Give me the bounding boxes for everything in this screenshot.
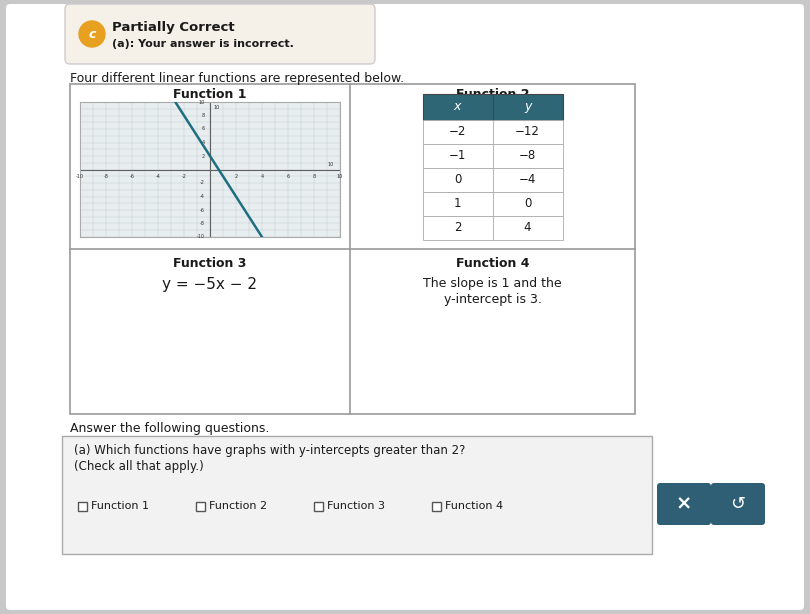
Text: -4: -4 <box>200 194 205 199</box>
Text: Partially Correct: Partially Correct <box>112 21 235 34</box>
Text: Four different linear functions are represented below.: Four different linear functions are repr… <box>70 72 404 85</box>
Bar <box>423 120 562 144</box>
Text: Function 2: Function 2 <box>456 88 529 101</box>
Text: 10: 10 <box>327 163 334 168</box>
Bar <box>196 502 205 511</box>
Text: ↺: ↺ <box>731 495 745 513</box>
Text: -6: -6 <box>200 208 205 212</box>
Text: Function 4: Function 4 <box>445 501 503 511</box>
Text: Function 1: Function 1 <box>173 88 247 101</box>
Text: 0: 0 <box>524 197 531 210</box>
Text: 0: 0 <box>454 173 461 186</box>
Bar <box>423 168 562 192</box>
Text: y = −5x − 2: y = −5x − 2 <box>163 277 258 292</box>
Text: 8: 8 <box>313 174 316 179</box>
Text: −1: −1 <box>449 149 467 162</box>
Text: -8: -8 <box>200 221 205 226</box>
Text: Function 4: Function 4 <box>456 257 529 270</box>
Text: Function 1: Function 1 <box>91 501 149 511</box>
Text: 4: 4 <box>524 221 531 234</box>
Circle shape <box>79 21 105 47</box>
Text: -10: -10 <box>197 235 205 239</box>
Text: 1: 1 <box>454 197 461 210</box>
Text: Function 2: Function 2 <box>209 501 267 511</box>
Text: −2: −2 <box>449 125 467 138</box>
Text: 10: 10 <box>213 106 220 111</box>
Bar <box>423 216 562 239</box>
Text: x: x <box>454 100 461 113</box>
Bar <box>423 192 562 216</box>
FancyBboxPatch shape <box>6 4 804 610</box>
Text: c: c <box>88 28 96 41</box>
Text: 4: 4 <box>202 140 205 145</box>
Text: ×: × <box>676 494 693 513</box>
Bar <box>78 502 87 511</box>
Text: -8: -8 <box>104 174 109 179</box>
Text: −12: −12 <box>515 125 540 138</box>
Text: −4: −4 <box>519 173 536 186</box>
FancyBboxPatch shape <box>711 483 765 525</box>
Text: 10: 10 <box>198 99 205 104</box>
Text: 2: 2 <box>454 221 461 234</box>
Bar <box>314 502 323 511</box>
Text: (a) Which functions have graphs with y-intercepts greater than 2?: (a) Which functions have graphs with y-i… <box>74 444 466 457</box>
Text: 10: 10 <box>337 174 343 179</box>
FancyBboxPatch shape <box>657 483 711 525</box>
Text: 6: 6 <box>202 126 205 131</box>
Text: −8: −8 <box>519 149 536 162</box>
Text: -10: -10 <box>76 174 84 179</box>
Text: (a): Your answer is incorrect.: (a): Your answer is incorrect. <box>112 39 294 49</box>
Text: Function 3: Function 3 <box>173 257 247 270</box>
Text: Answer the following questions.: Answer the following questions. <box>70 422 270 435</box>
Text: 4: 4 <box>261 174 263 179</box>
Text: The slope is 1 and the: The slope is 1 and the <box>423 277 562 290</box>
Text: 2: 2 <box>234 174 237 179</box>
Text: -6: -6 <box>130 174 134 179</box>
Bar <box>423 144 562 168</box>
Text: -2: -2 <box>200 181 205 185</box>
Bar <box>70 84 635 414</box>
Bar <box>423 93 562 120</box>
Text: -4: -4 <box>156 174 160 179</box>
FancyBboxPatch shape <box>62 436 652 554</box>
Text: (Check all that apply.): (Check all that apply.) <box>74 460 204 473</box>
FancyBboxPatch shape <box>65 4 375 64</box>
Bar <box>432 502 441 511</box>
Text: 2: 2 <box>202 154 205 158</box>
Text: y: y <box>524 100 531 113</box>
Text: 8: 8 <box>202 113 205 118</box>
Text: 6: 6 <box>287 174 289 179</box>
Text: -2: -2 <box>181 174 186 179</box>
Text: Function 3: Function 3 <box>327 501 385 511</box>
Text: y-intercept is 3.: y-intercept is 3. <box>444 293 541 306</box>
